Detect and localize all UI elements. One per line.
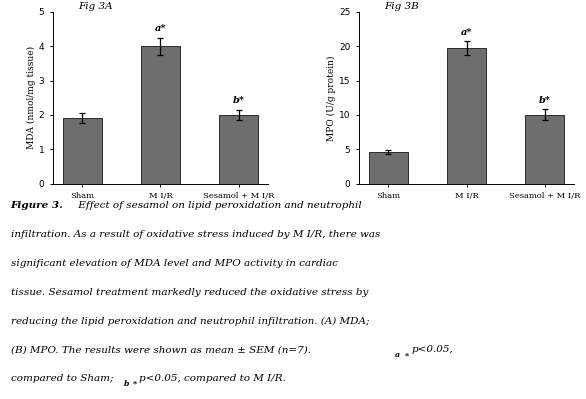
Bar — [141, 46, 180, 184]
Text: *: * — [404, 351, 408, 359]
Text: Fig 3A: Fig 3A — [79, 2, 113, 11]
Text: a*: a* — [461, 28, 472, 36]
Y-axis label: MDA (nmol/mg tissue): MDA (nmol/mg tissue) — [27, 46, 36, 149]
Text: *: * — [132, 380, 137, 388]
Bar — [525, 115, 564, 184]
Bar — [447, 47, 486, 184]
Text: a: a — [395, 351, 400, 359]
Bar — [369, 152, 408, 184]
Text: infiltration. As a result of oxidative stress induced by M I/R, there was: infiltration. As a result of oxidative s… — [11, 230, 380, 239]
Y-axis label: MPO (U/g protein): MPO (U/g protein) — [327, 55, 336, 140]
Text: b: b — [124, 380, 129, 388]
Text: significant elevation of MDA level and MPO activity in cardiac: significant elevation of MDA level and M… — [11, 259, 338, 268]
Text: b*: b* — [233, 97, 245, 105]
Text: tissue. Sesamol treatment markedly reduced the oxidative stress by: tissue. Sesamol treatment markedly reduc… — [11, 288, 368, 297]
Text: p<0.05, compared to M I/R.: p<0.05, compared to M I/R. — [139, 374, 287, 383]
Text: Fig 3B: Fig 3B — [384, 2, 420, 11]
Text: p<0.05,: p<0.05, — [412, 345, 454, 354]
Text: reducing the lipid peroxidation and neutrophil infiltration. (A) MDA;: reducing the lipid peroxidation and neut… — [11, 316, 369, 326]
Text: Effect of sesamol on lipid peroxidation and neutrophil: Effect of sesamol on lipid peroxidation … — [75, 201, 362, 211]
Text: Figure 3.: Figure 3. — [11, 201, 63, 211]
Text: a*: a* — [155, 24, 166, 34]
Bar — [63, 119, 102, 184]
Bar — [219, 115, 258, 184]
Text: compared to Sham;: compared to Sham; — [11, 374, 116, 383]
Text: b*: b* — [539, 96, 551, 105]
Text: (B) MPO. The results were shown as mean ± SEM (n=7).: (B) MPO. The results were shown as mean … — [11, 345, 311, 354]
